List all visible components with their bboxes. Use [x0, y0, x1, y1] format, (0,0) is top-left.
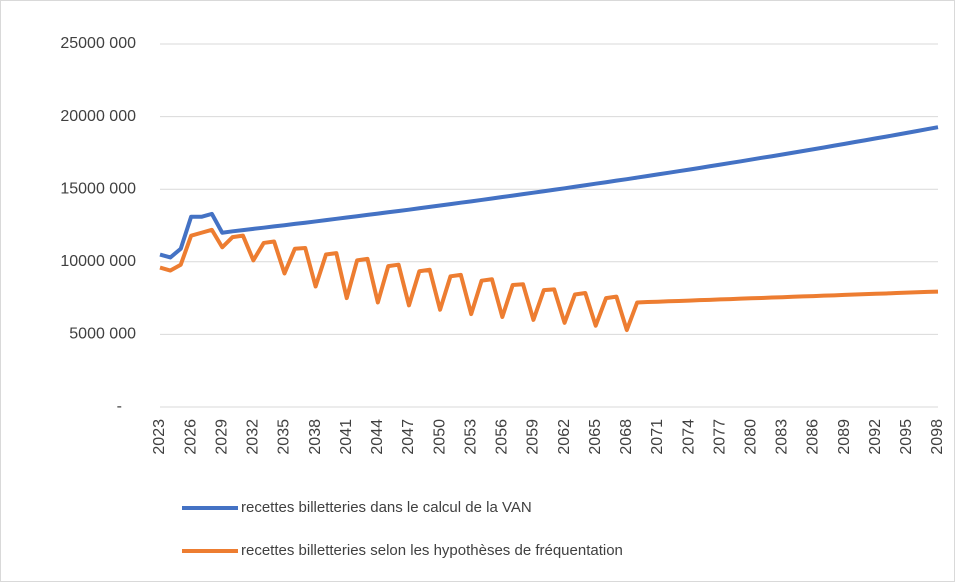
x-tick-label: 2098: [929, 419, 946, 455]
y-tick-label: 20000 000: [60, 108, 136, 125]
x-tick-label: 2071: [649, 419, 666, 455]
x-tick-label: 2044: [369, 419, 386, 455]
x-tick-label: 2053: [462, 419, 479, 455]
x-tick-label: 2095: [898, 419, 915, 455]
y-tick-label: 10000 000: [60, 253, 136, 270]
x-tick-label: 2089: [836, 419, 853, 455]
x-tick-label: 2077: [711, 419, 728, 455]
y-tick-label: 5000 000: [69, 326, 136, 343]
x-tick-label: 2041: [338, 419, 355, 455]
legend-label: recettes billetteries selon les hypothès…: [241, 542, 623, 559]
y-tick-label: -: [117, 398, 122, 415]
legend-label: recettes billetteries dans le calcul de …: [241, 499, 532, 516]
x-tick-label: 2026: [182, 419, 199, 455]
x-tick-label: 2080: [742, 419, 759, 455]
y-tick-label: 15000 000: [60, 180, 136, 197]
x-tick-label: 2065: [587, 419, 604, 455]
x-tick-label: 2092: [867, 419, 884, 455]
x-tick-label: 2032: [245, 419, 262, 455]
x-tick-label: 2023: [151, 419, 168, 455]
x-tick-label: 2074: [680, 419, 697, 455]
x-tick-label: 2047: [400, 419, 417, 455]
x-tick-label: 2035: [276, 419, 293, 455]
x-tick-label: 2083: [774, 419, 791, 455]
x-tick-label: 2056: [494, 419, 511, 455]
series-line: [159, 227, 939, 333]
legend: recettes billetteries dans le calcul de …: [182, 499, 623, 559]
x-tick-label: 2050: [431, 419, 448, 455]
x-tick-label: 2062: [556, 419, 573, 455]
x-tick-label: 2029: [213, 419, 230, 455]
x-tick-label: 2038: [307, 419, 324, 455]
x-tick-label: 2068: [618, 419, 635, 455]
x-tick-label: 2059: [525, 419, 542, 455]
x-tick-label: 2086: [805, 419, 822, 455]
y-tick-label: 25000 000: [60, 35, 136, 52]
series-line: [159, 125, 939, 260]
